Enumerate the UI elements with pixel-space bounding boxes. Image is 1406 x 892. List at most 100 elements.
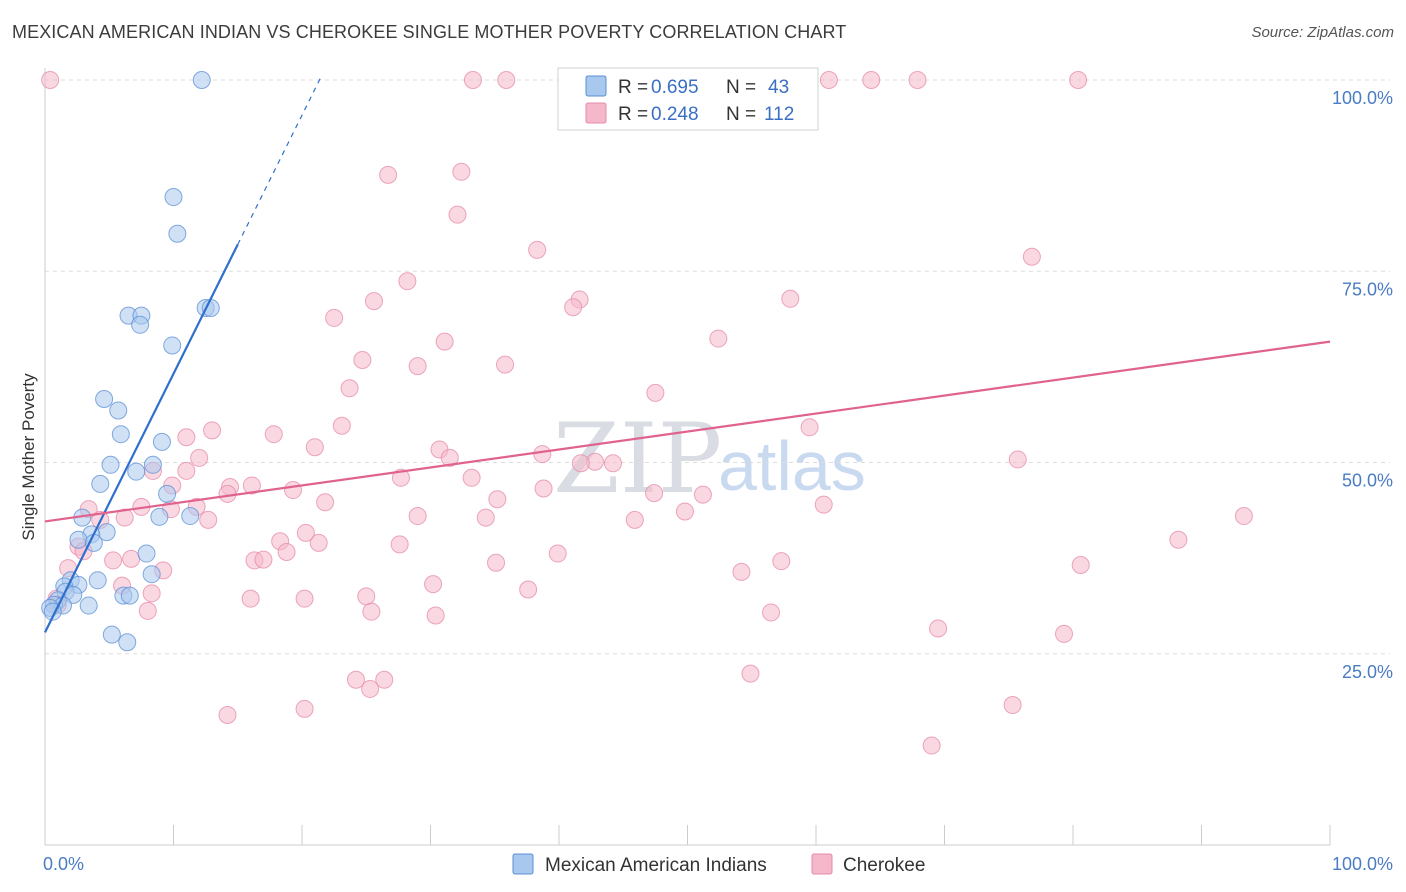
- mexican-american-indian-point-11: [111, 425, 130, 444]
- cherokee-point-95: [138, 601, 157, 620]
- y-tick-label-50: 50.0%: [1342, 471, 1393, 491]
- cherokee-point-89: [357, 587, 376, 606]
- cherokee-point-108: [218, 705, 237, 724]
- cherokee-point-111: [922, 736, 941, 755]
- cherokee-point-45: [284, 481, 303, 500]
- cherokee-point-73: [390, 535, 409, 554]
- cherokee-point-49: [534, 479, 553, 498]
- mexican-american-indian-point-14: [143, 455, 162, 474]
- cherokee-point-102: [1169, 530, 1188, 549]
- cherokee-point-21: [325, 308, 344, 327]
- y-tick-label-25: 25.0%: [1342, 662, 1393, 682]
- x-tick-label-max: 100.0%: [1332, 854, 1393, 874]
- mexican-american-indian-point-4: [201, 298, 220, 317]
- cherokee-point-52: [488, 490, 507, 509]
- legend-r-value-pink: 0.248: [651, 104, 699, 125]
- cherokee-point-109: [295, 699, 314, 718]
- legend-r-label-blue: R =: [618, 77, 648, 98]
- cherokee-point-1: [497, 71, 516, 89]
- cherokee-point-47: [391, 468, 410, 487]
- legend-r-label-pink: R =: [618, 104, 648, 125]
- mexican-american-indian-point-38: [79, 596, 98, 615]
- cherokee-point-6: [819, 71, 838, 89]
- mexican-american-indian-point-20: [181, 507, 200, 526]
- cherokee-point-25: [408, 357, 427, 376]
- cherokee-point-33: [800, 418, 819, 437]
- cherokee-point-36: [533, 445, 552, 464]
- chart-source: Source: ZipAtlas.com: [1251, 24, 1394, 41]
- y-tick-label-75: 75.0%: [1342, 279, 1393, 299]
- cherokee-point-91: [241, 589, 260, 608]
- cherokee-point-110: [1003, 696, 1022, 715]
- cherokee-point-20: [781, 289, 800, 308]
- cherokee-point-86: [424, 575, 443, 594]
- gridlines: [45, 79, 1390, 655]
- cherokee-point-104: [741, 664, 760, 683]
- cherokee-point-103: [1071, 556, 1090, 575]
- trend-line-blue-extension: [237, 76, 322, 245]
- chart-title: MEXICAN AMERICAN INDIAN VS CHEROKEE SING…: [12, 22, 847, 42]
- cherokee-point-97: [762, 603, 781, 622]
- cherokee-point-10: [41, 71, 60, 89]
- cherokee-point-24: [353, 350, 372, 369]
- bottom-legend-label-blue: Mexican American Indians: [545, 855, 767, 876]
- cherokee-point-37: [440, 448, 459, 467]
- cherokee-point-19: [564, 298, 583, 317]
- cherokee-point-64: [199, 510, 218, 529]
- cherokee-point-8: [908, 71, 927, 89]
- cherokee-point-98: [426, 606, 445, 625]
- cherokee-point-81: [122, 549, 141, 568]
- x-tick-label-min: 0.0%: [43, 854, 84, 874]
- cherokee-point-105: [346, 670, 365, 689]
- mexican-american-indian-point-16: [91, 474, 110, 493]
- cherokee-point-28: [646, 383, 665, 402]
- cherokee-point-66: [625, 510, 644, 529]
- cherokee-point-71: [309, 533, 328, 552]
- cherokee-point-32: [332, 416, 351, 435]
- cherokee-point-41: [190, 448, 209, 467]
- mexican-american-indian-point-17: [158, 484, 177, 503]
- cherokee-point-31: [177, 428, 196, 447]
- bottom-legend-swatch-blue: [512, 853, 534, 875]
- cherokee-point-101: [1234, 507, 1253, 526]
- cherokee-point-44: [218, 484, 237, 503]
- y-tick-label-100: 100.0%: [1332, 88, 1393, 108]
- cherokee-point-39: [571, 454, 590, 473]
- mexican-american-indian-point-10: [109, 401, 128, 420]
- cherokee-point-26: [496, 355, 515, 374]
- mexican-american-indian-point-1: [164, 188, 183, 207]
- mexican-american-indian-point-34: [120, 586, 139, 605]
- cherokee-point-90: [519, 580, 538, 599]
- bottom-legend: Mexican American Indians Cherokee: [512, 853, 925, 876]
- cherokee-point-72: [296, 523, 315, 542]
- cherokee-point-34: [305, 438, 324, 457]
- bottom-legend-swatch-pink: [811, 853, 833, 875]
- cherokee-point-82: [104, 551, 123, 570]
- cherokee-point-80: [732, 562, 751, 581]
- cherokee-point-53: [316, 493, 335, 512]
- cherokee-point-7: [862, 71, 881, 89]
- cherokee-point-68: [476, 508, 495, 527]
- legend-n-value-blue: 43: [768, 77, 789, 98]
- cherokee-point-48: [462, 468, 481, 487]
- cherokee-point-106: [375, 670, 394, 689]
- mexican-american-indian-point-24: [84, 533, 103, 552]
- cherokee-point-79: [487, 553, 506, 572]
- cherokee-point-50: [645, 484, 664, 503]
- mexican-american-indian-point-0: [192, 71, 211, 89]
- legend-r-value-blue: 0.695: [651, 77, 699, 98]
- cherokee-point-55: [1008, 450, 1027, 469]
- cherokee-point-51: [693, 485, 712, 504]
- bottom-legend-label-pink: Cherokee: [843, 855, 925, 876]
- mexican-american-indian-point-41: [102, 625, 121, 644]
- cherokee-point-23: [435, 332, 454, 351]
- mexican-american-indian-point-27: [88, 571, 107, 590]
- mexican-american-indian-point-8: [163, 336, 182, 355]
- cherokee-point-99: [929, 619, 948, 638]
- cherokee-point-22: [709, 329, 728, 348]
- cherokee-point-96: [362, 602, 381, 621]
- watermark-atlas: atlas: [718, 427, 866, 505]
- cherokee-point-65: [408, 507, 427, 526]
- cherokee-point-42: [177, 461, 196, 480]
